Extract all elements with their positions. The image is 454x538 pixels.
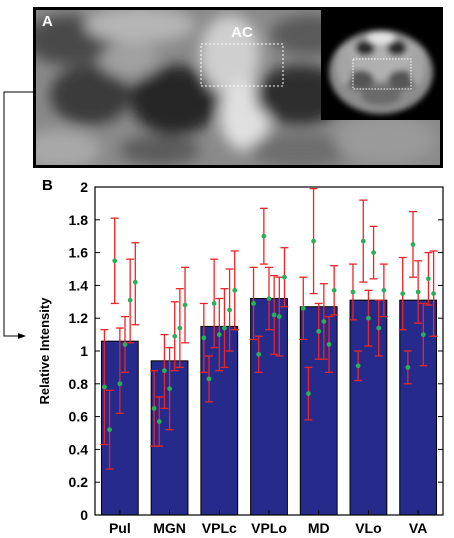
x-tick-label: VLo [355, 520, 381, 536]
y-axis-label: Relative Intensity [37, 297, 52, 405]
data-point [172, 333, 178, 339]
data-point [300, 305, 306, 311]
x-tick-label: MD [308, 520, 330, 536]
data-point [102, 384, 107, 390]
x-tick-label: VA [409, 520, 427, 536]
data-point [405, 365, 411, 370]
data-point [360, 238, 366, 244]
x-tick-label: VPLo [251, 520, 287, 536]
data-point [132, 279, 138, 285]
data-point [127, 297, 133, 303]
x-tick-label: Pul [109, 520, 131, 536]
y-tick-label: 1.2 [69, 310, 89, 326]
data-point [420, 332, 426, 337]
inset-brain-image [321, 10, 440, 120]
data-point [156, 419, 162, 424]
data-point [117, 381, 123, 387]
data-point [376, 325, 382, 331]
plot-frame [94, 186, 444, 516]
data-point [431, 291, 436, 296]
data-point [182, 302, 188, 308]
data-point [162, 368, 167, 374]
data-point [306, 391, 311, 397]
y-tick-label: 0.8 [69, 376, 89, 392]
data-point [266, 296, 272, 301]
panel-a-label: A [42, 13, 53, 30]
data-point [311, 238, 316, 244]
panel-a: A AC [33, 7, 443, 168]
data-point [276, 314, 282, 319]
data-point [415, 289, 421, 295]
y-tick-label: 1.4 [69, 277, 89, 293]
x-tick-label: MGN [153, 520, 186, 536]
data-point [232, 287, 238, 293]
bar-vplo [250, 298, 288, 516]
y-tick-label: 0.2 [69, 474, 89, 490]
data-point [222, 325, 227, 331]
y-tick-label: 1.6 [69, 245, 89, 261]
data-point [211, 301, 217, 306]
x-tick-label: VPLc [202, 520, 237, 536]
y-tick-label: 0.6 [69, 409, 89, 425]
data-point [206, 376, 212, 382]
data-point [321, 319, 327, 324]
data-point [227, 307, 232, 313]
data-point [316, 328, 322, 334]
data-point [355, 363, 361, 369]
y-tick-label: 1 [80, 343, 88, 359]
data-point [177, 325, 183, 331]
data-point [167, 386, 172, 392]
data-point [256, 351, 262, 357]
data-point [400, 291, 406, 296]
chart-marks: 0 0.2 0.4 0.6 0.8 1 1.2 1.4 1.6 1.8 2 Pul MGN VPLc VPL… [69, 179, 443, 536]
y-tick-label: 0.4 [69, 441, 89, 457]
data-point [261, 233, 267, 239]
bar-va [399, 299, 438, 516]
data-point [381, 287, 387, 293]
data-point [107, 427, 112, 433]
data-point [371, 250, 376, 256]
panel-b-label: B [42, 177, 53, 194]
data-point [426, 276, 431, 282]
data-point [350, 289, 356, 295]
y-tick-label: 1.8 [69, 212, 89, 228]
y-tick-label: 2 [80, 179, 88, 195]
data-point [271, 312, 277, 318]
data-point [251, 301, 256, 306]
connector-arrow [3, 91, 33, 339]
data-point [326, 342, 332, 347]
data-point [216, 332, 222, 337]
data-point [366, 315, 371, 321]
chart-panel-b: B Relative Intensity 0 0.2 0.4 0.6 0.8 1 1.2 1.… [37, 177, 444, 536]
data-point [151, 406, 157, 411]
inset-roi-box [352, 58, 412, 90]
data-point [112, 258, 118, 264]
y-tick-label: 0 [80, 507, 88, 523]
data-point [331, 287, 337, 293]
data-point [282, 274, 287, 280]
data-point [410, 242, 416, 247]
roi-box [200, 43, 284, 87]
roi-label: AC [231, 24, 253, 41]
data-point [201, 335, 207, 341]
